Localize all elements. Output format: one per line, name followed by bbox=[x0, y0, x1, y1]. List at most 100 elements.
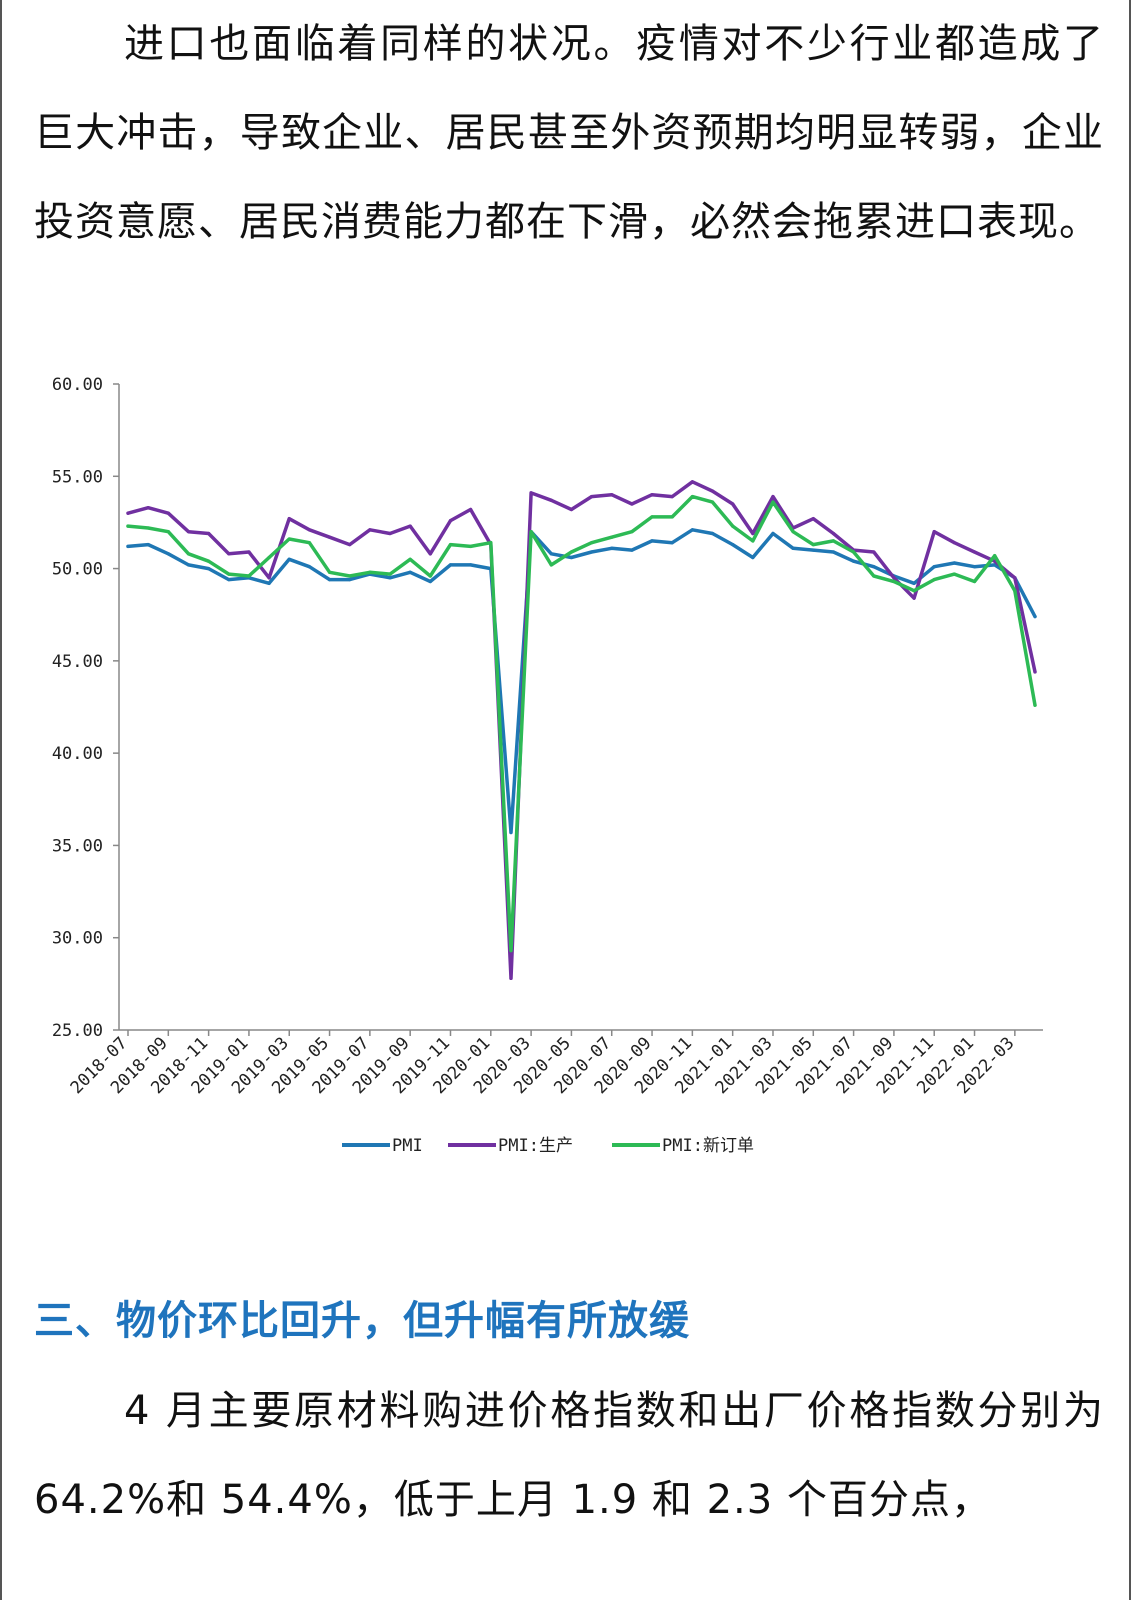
data-point bbox=[227, 552, 231, 556]
data-point bbox=[166, 511, 170, 515]
legend-label-1: PMI:生产 bbox=[498, 1136, 573, 1156]
data-point bbox=[791, 546, 795, 550]
data-point bbox=[327, 535, 332, 539]
x-axis: 2018-072018-092018-112019-012019-032019-… bbox=[67, 1029, 1043, 1098]
data-point bbox=[952, 572, 956, 576]
legend-label-2: PMI:新订单 bbox=[662, 1136, 754, 1156]
data-point bbox=[630, 530, 634, 534]
data-point bbox=[952, 541, 956, 545]
data-point bbox=[186, 552, 191, 556]
data-point bbox=[831, 531, 836, 536]
data-point bbox=[569, 555, 574, 560]
data-point bbox=[872, 574, 876, 578]
data-point bbox=[428, 552, 432, 556]
series-line-0 bbox=[126, 528, 1037, 835]
data-point bbox=[589, 541, 594, 545]
data-point bbox=[650, 539, 654, 543]
data-point bbox=[146, 526, 150, 530]
chart-legend: PMI PMI:生产 PMI:新订单 bbox=[342, 1136, 754, 1156]
data-point bbox=[469, 544, 473, 549]
data-point bbox=[327, 578, 332, 582]
page-right-border bbox=[1129, 0, 1131, 1600]
data-point bbox=[428, 574, 432, 578]
data-point bbox=[227, 578, 231, 582]
data-point bbox=[751, 555, 755, 560]
data-point bbox=[731, 542, 735, 547]
data-point bbox=[307, 565, 311, 569]
data-point bbox=[368, 570, 372, 574]
y-tick-label: 30.00 bbox=[52, 929, 103, 949]
data-point bbox=[327, 570, 332, 574]
data-point bbox=[126, 524, 130, 528]
data-point bbox=[892, 576, 896, 580]
data-point bbox=[569, 507, 574, 512]
data-point bbox=[348, 542, 352, 547]
data-point bbox=[307, 528, 311, 532]
data-point bbox=[751, 539, 755, 543]
data-point bbox=[912, 589, 916, 593]
y-tick-label: 55.00 bbox=[52, 467, 103, 487]
data-point bbox=[589, 550, 594, 554]
data-point bbox=[408, 557, 412, 561]
data-point bbox=[912, 596, 916, 600]
data-point bbox=[710, 531, 715, 536]
data-point bbox=[650, 515, 654, 519]
data-point bbox=[448, 542, 453, 547]
data-point bbox=[146, 506, 150, 510]
data-point bbox=[690, 480, 694, 484]
data-point bbox=[872, 550, 876, 554]
data-point bbox=[972, 579, 977, 584]
data-point bbox=[287, 537, 291, 541]
page-left-border bbox=[0, 0, 2, 1600]
data-point bbox=[811, 548, 815, 552]
y-axis: 60.00 55.00 50.00 45.00 40.00 35.00 30.00 25.00 bbox=[52, 375, 120, 1041]
data-point bbox=[771, 531, 775, 536]
data-point bbox=[126, 511, 130, 515]
data-point bbox=[831, 539, 836, 543]
data-point bbox=[952, 561, 956, 565]
series-line-2 bbox=[126, 494, 1037, 953]
data-point bbox=[670, 494, 674, 499]
data-point bbox=[852, 559, 856, 563]
data-point bbox=[448, 563, 453, 567]
data-point bbox=[509, 976, 513, 980]
data-point bbox=[751, 531, 755, 536]
data-point bbox=[630, 548, 634, 552]
data-point bbox=[610, 546, 614, 550]
data-point bbox=[529, 530, 533, 534]
data-point bbox=[267, 555, 271, 560]
data-point bbox=[388, 531, 392, 536]
data-point bbox=[690, 528, 694, 532]
data-point bbox=[408, 570, 412, 574]
data-point bbox=[710, 500, 715, 504]
data-point bbox=[509, 949, 513, 953]
data-point bbox=[852, 550, 856, 554]
data-point bbox=[549, 563, 553, 567]
data-point bbox=[287, 517, 291, 521]
data-point bbox=[489, 541, 493, 545]
data-point bbox=[972, 550, 977, 554]
data-point bbox=[388, 576, 392, 580]
data-point bbox=[287, 557, 291, 561]
y-tick-label: 50.00 bbox=[52, 560, 103, 580]
y-tick-label: 35.00 bbox=[52, 836, 103, 856]
y-tick-label: 45.00 bbox=[52, 652, 103, 672]
data-point bbox=[932, 578, 936, 582]
pmi-line-chart: 60.00 55.00 50.00 45.00 40.00 35.00 30.00 25.00… bbox=[52, 375, 1043, 1156]
section-title: 三、物价环比回升，但升幅有所放缓 bbox=[34, 1298, 690, 1344]
article-body-bottom: 4 月主要原材料购进价格指数和出厂价格指数分别为 64.2%和 54.4%，低于… bbox=[34, 1367, 1104, 1545]
data-point bbox=[207, 566, 211, 571]
data-point bbox=[710, 489, 715, 493]
data-point bbox=[1033, 670, 1037, 674]
data-point bbox=[993, 554, 997, 558]
data-point bbox=[428, 579, 432, 584]
data-point bbox=[469, 563, 473, 567]
data-point bbox=[1013, 589, 1017, 593]
data-point bbox=[408, 524, 412, 528]
data-point bbox=[831, 550, 836, 554]
series-layer bbox=[126, 480, 1037, 981]
paragraph-prices: 4 月主要原材料购进价格指数和出厂价格指数分别为 64.2%和 54.4%，低于… bbox=[34, 1388, 1104, 1523]
data-point bbox=[146, 542, 150, 547]
data-point bbox=[267, 581, 271, 585]
data-point bbox=[166, 552, 170, 556]
